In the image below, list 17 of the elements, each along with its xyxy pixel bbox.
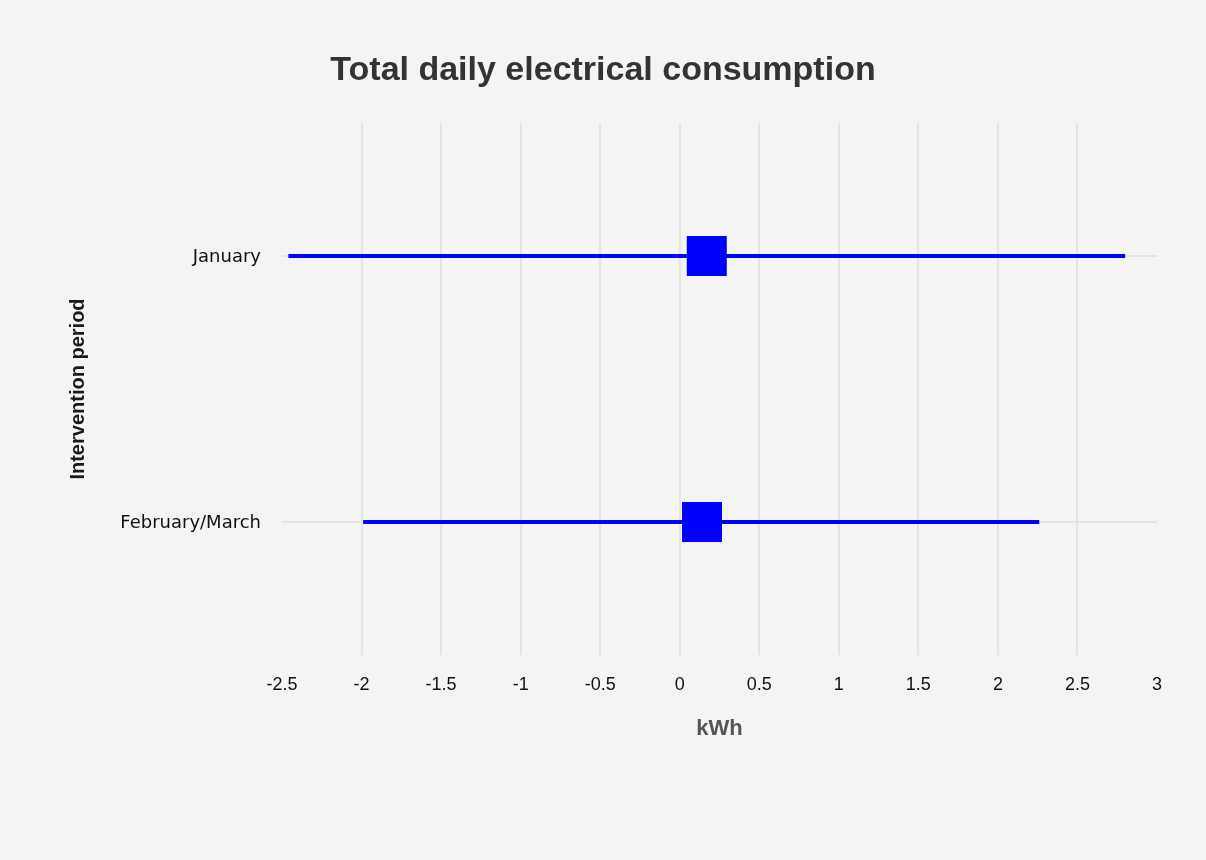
chart-title: Total daily electrical consumption bbox=[330, 48, 876, 87]
x-axis-title: kWh bbox=[696, 714, 743, 740]
x-tick-label: 0.5 bbox=[746, 674, 772, 694]
y-axis-title: Intervention period bbox=[65, 298, 88, 480]
x-tick-label: 1.5 bbox=[905, 674, 931, 694]
x-tick-label: -0.5 bbox=[584, 674, 616, 694]
x-tick-label: -1 bbox=[512, 674, 529, 694]
x-tick-label: 2.5 bbox=[1064, 674, 1090, 694]
x-tick-label: 3 bbox=[1151, 674, 1163, 694]
x-tick-label: 0 bbox=[674, 674, 685, 694]
x-tick-label: 2 bbox=[992, 674, 1003, 694]
x-tick-label: -2 bbox=[353, 674, 370, 694]
x-tick-label: -1.5 bbox=[425, 674, 457, 694]
y-tick-label: January bbox=[191, 245, 262, 267]
x-tick-label: -2.5 bbox=[266, 674, 298, 694]
x-tick-label: 1 bbox=[833, 674, 844, 694]
y-tick-label: February/March bbox=[120, 511, 261, 533]
